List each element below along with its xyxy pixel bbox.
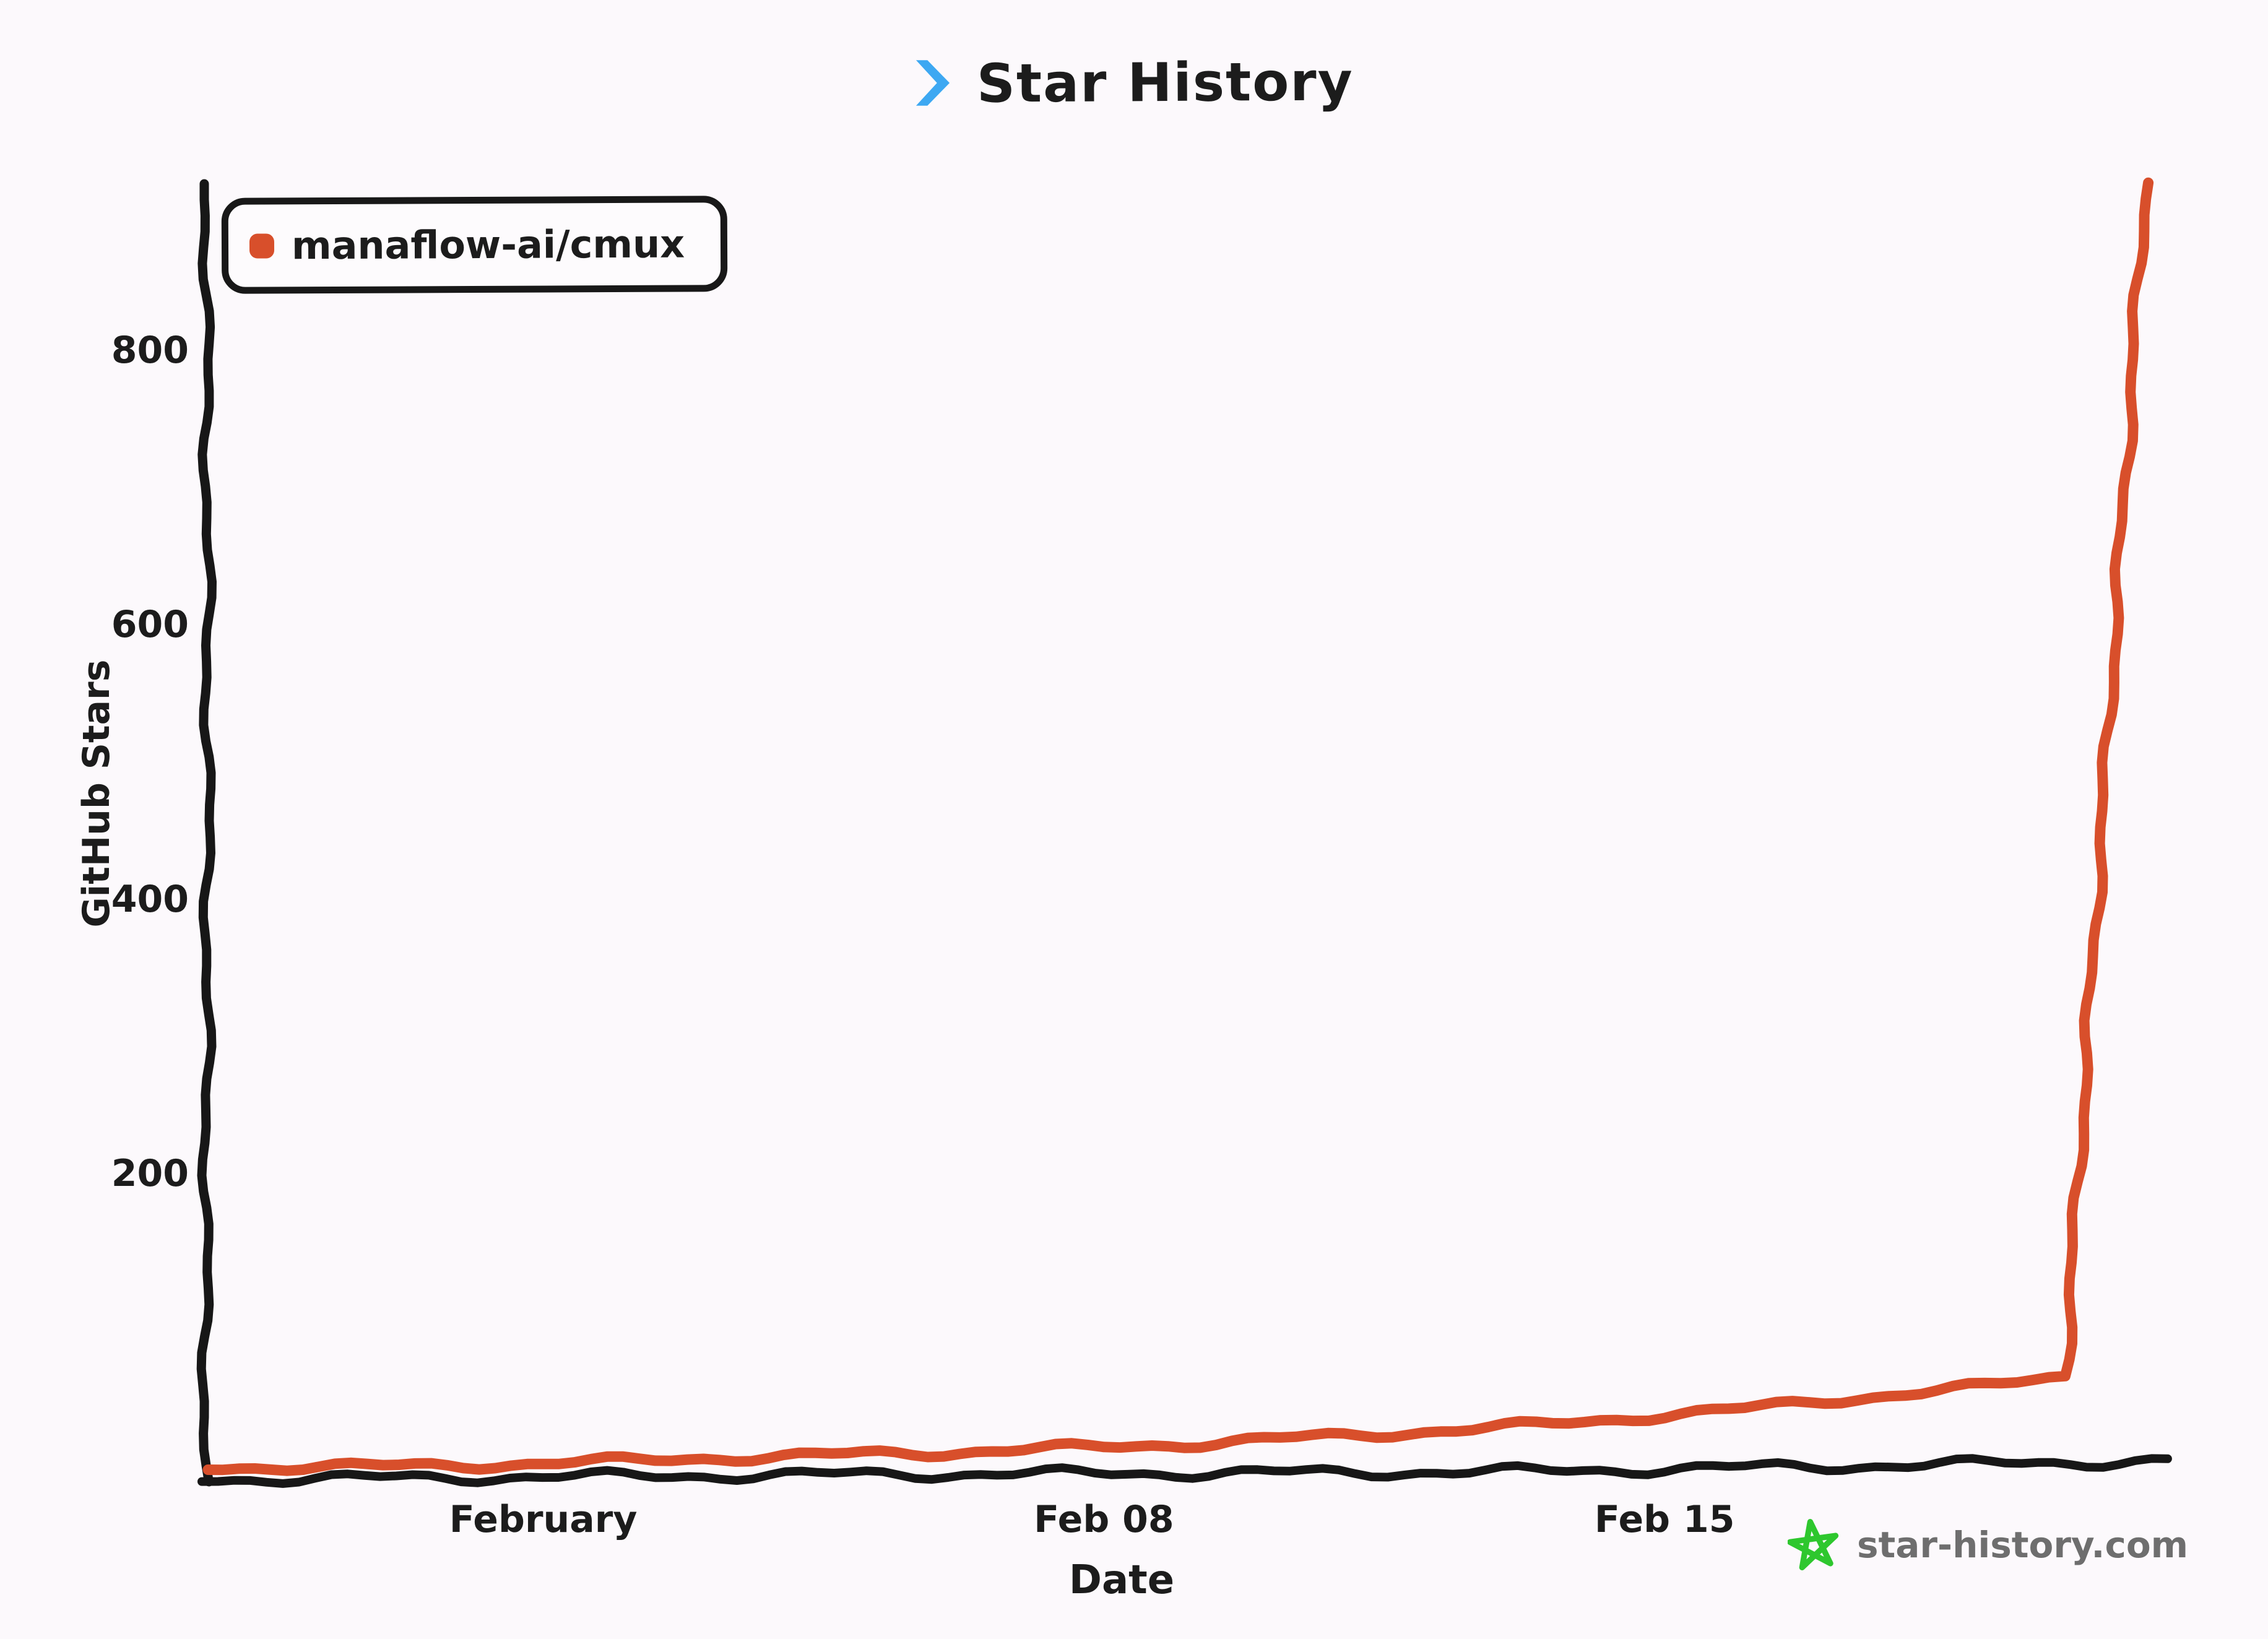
watermark-link[interactable]: star-history.com [1788,1515,2188,1575]
x-tick-label: February [449,1498,638,1541]
y-tick-label: 400 [111,877,189,921]
y-axis-title: GitHub Stars [75,659,118,928]
watermark-text: star-history.com [1857,1524,2189,1566]
legend-box: manaflow-ai/cmux [221,196,728,294]
chevron-right-icon [915,60,950,106]
y-tick-label: 200 [111,1152,189,1196]
x-axis-title: Date [1068,1557,1175,1603]
y-tick-label: 800 [111,328,189,372]
legend-item-manaflow-ai-cmux[interactable]: manaflow-ai/cmux [291,221,685,269]
chart-title-row: Star History [0,51,2268,115]
legend-series-marker [249,233,275,259]
x-tick-label: Feb 15 [1594,1498,1735,1541]
star-doodle-icon [1788,1519,1839,1571]
y-tick-label: 600 [111,603,189,647]
page-title: Star History [976,51,1354,115]
x-tick-label: Feb 08 [1034,1498,1174,1541]
